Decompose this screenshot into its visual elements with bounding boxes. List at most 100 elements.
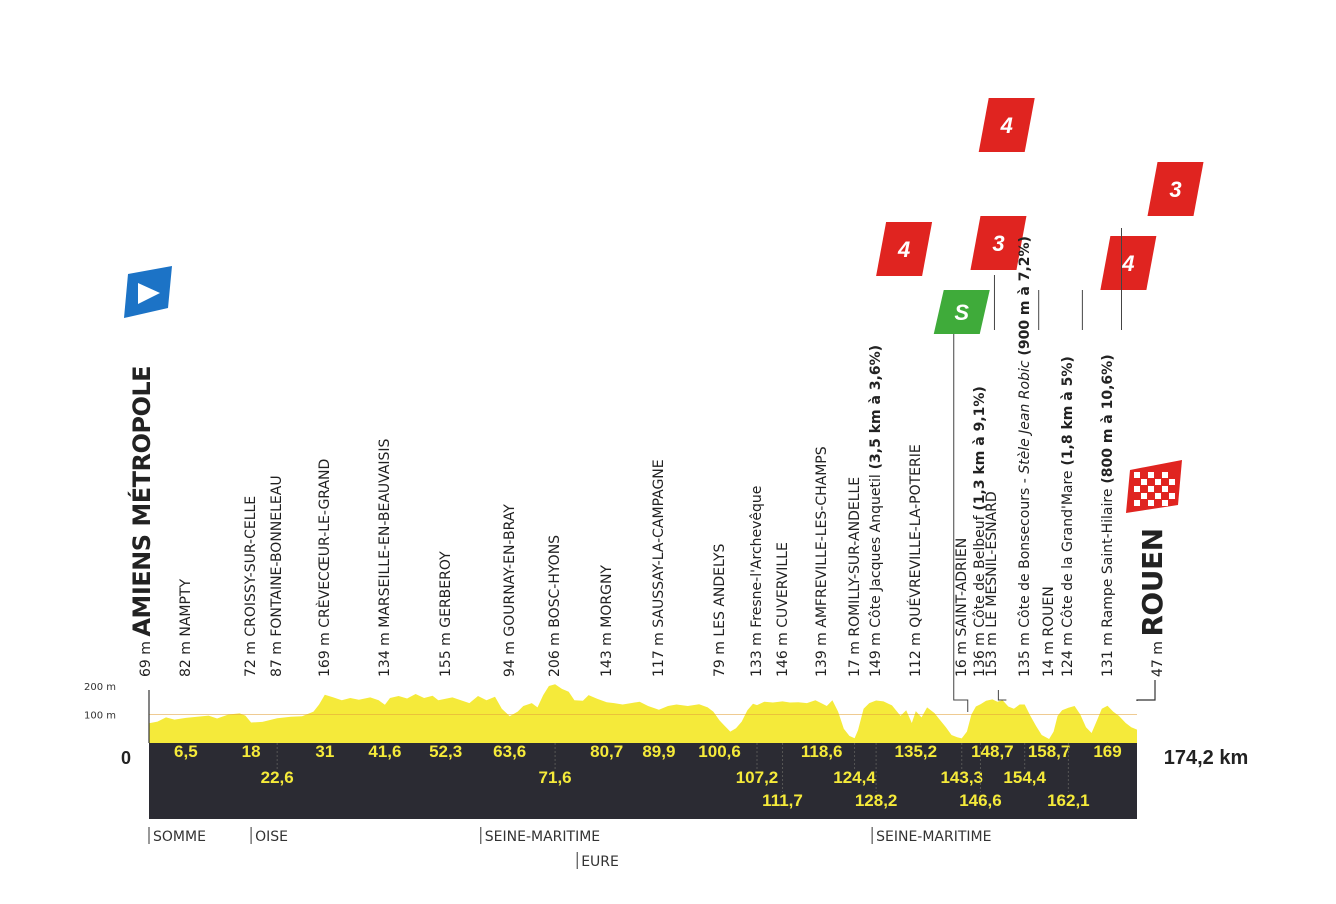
waypoint-label: 139 m AMFREVILLE-LES-CHAMPS	[814, 446, 830, 677]
finish-city-name: ROUEN	[1136, 528, 1169, 637]
finish-city-label: 47 m ROUEN	[1136, 528, 1173, 677]
checker-square	[1162, 486, 1168, 492]
waypoint-km-label: 80,7	[590, 742, 623, 761]
waypoint-label: 134 m MARSEILLE-EN-BEAUVAISIS	[377, 439, 393, 677]
region-label: EURE	[581, 854, 619, 870]
checker-square	[1141, 479, 1147, 485]
waypoint-name: SAUSSAY-LA-CAMPAGNE	[650, 459, 667, 628]
waypoint-km-label: 148,7	[971, 742, 1014, 761]
waypoint-name: QUÉVREVILLE-LA-POTERIE	[907, 444, 924, 628]
waypoint-bracket	[997, 690, 1007, 701]
play-triangle-icon	[138, 283, 160, 304]
climb-category-flag: 4	[978, 98, 1035, 152]
waypoint-name: LE MESNIL-ESNARD	[984, 491, 1001, 628]
waypoint-name: Rampe Saint-Hilaire	[1099, 488, 1116, 628]
waypoint-altitude: 134 m	[376, 627, 393, 677]
waypoint-altitude: 206 m	[547, 627, 564, 677]
scale-label-200: 200 m	[84, 682, 116, 693]
waypoint-climb-detail: (900 m à 7,2%)	[1016, 236, 1033, 361]
waypoint-label: 17 m ROMILLY-SUR-ANDELLE	[847, 477, 863, 677]
waypoint-climb-detail: (1,8 km à 5%)	[1060, 356, 1077, 471]
start-altitude: 69 m	[138, 636, 154, 677]
climb-category-flag-label: 3	[1169, 177, 1181, 202]
waypoint-km-label: 6,5	[174, 742, 198, 761]
waypoint-km-label: 52,3	[429, 742, 462, 761]
climb-category-flag-shape	[978, 98, 1035, 152]
waypoint-altitude: 153 m	[984, 627, 1001, 677]
waypoint-name: FONTAINE-BONNELEAU	[269, 475, 286, 637]
waypoint-altitude: 149 m	[868, 627, 885, 677]
checker-square	[1162, 472, 1168, 478]
waypoint-label: 14 m ROUEN	[1041, 586, 1057, 677]
waypoint-label: 131 m Rampe Saint-Hilaire (800 m à 10,6%…	[1100, 354, 1116, 677]
waypoint-name: CROISSY-SUR-CELLE	[243, 495, 260, 637]
waypoint-altitude: 146 m	[774, 627, 791, 677]
waypoint-altitude: 14 m	[1041, 636, 1058, 677]
waypoint-km-label: 162,1	[1047, 791, 1090, 810]
total-km-label: 174,2 km	[1164, 747, 1249, 769]
checker-square	[1134, 472, 1140, 478]
checker-square	[1141, 493, 1147, 499]
waypoint-km-label: 154,4	[1003, 768, 1046, 787]
checker-square	[1162, 500, 1168, 506]
waypoint-name: AMFREVILLE-LES-CHAMPS	[813, 446, 830, 628]
waypoint-km-label: 111,7	[762, 791, 803, 810]
waypoint-altitude: 72 m	[243, 636, 260, 677]
waypoint-name: CUVERVILLE	[774, 542, 791, 628]
waypoint-km-label: 124,4	[833, 768, 876, 787]
waypoint-label: 153 m LE MESNIL-ESNARD	[984, 491, 1000, 677]
region-label: OISE	[255, 829, 288, 845]
waypoint-name: Côte Jacques Anquetil	[868, 474, 885, 628]
waypoint-altitude: 112 m	[907, 627, 924, 677]
waypoint-km-label: 71,6	[539, 768, 572, 787]
waypoint-altitude: 82 m	[177, 636, 194, 677]
waypoint-label: 169 m CRÈVECŒUR-LE-GRAND	[317, 459, 333, 677]
waypoint-km-label: 146,6	[959, 791, 1002, 810]
waypoint-km-label: 128,2	[855, 791, 898, 810]
climb-category-flag: 3	[1147, 162, 1204, 216]
waypoint-km-label: 169	[1093, 742, 1121, 761]
checker-square	[1169, 493, 1175, 499]
waypoint-name: GOURNAY-EN-BRAY	[501, 504, 518, 637]
waypoint-km-label: 63,6	[493, 742, 526, 761]
checker-square	[1148, 486, 1154, 492]
waypoint-altitude: 87 m	[269, 636, 286, 677]
waypoint-name: SAINT-ADRIEN	[953, 537, 970, 637]
waypoint-name: ROMILLY-SUR-ANDELLE	[846, 476, 863, 637]
sprint-flag-label: S	[954, 300, 969, 325]
distance-band	[149, 743, 1137, 819]
waypoint-altitude: 17 m	[846, 636, 863, 677]
waypoint-km-label: 107,2	[736, 768, 779, 787]
checker-square	[1169, 479, 1175, 485]
waypoint-label: 135 m Côte de Bonsecours - Stèle Jean Ro…	[1017, 236, 1033, 677]
climb-category-flag-shape	[1147, 162, 1204, 216]
climb-category-flag-label: 4	[897, 237, 910, 262]
waypoint-label: 94 m GOURNAY-EN-BRAY	[502, 504, 518, 677]
region-label: SOMME	[153, 829, 206, 845]
waypoint-altitude: 124 m	[1060, 627, 1077, 677]
waypoint-km-label: 18	[242, 742, 261, 761]
sprint-flag: S	[933, 290, 990, 334]
waypoint-label: 206 m BOSC-HYONS	[547, 535, 563, 677]
climb-category-flag-label: 4	[1121, 251, 1134, 276]
start-km-label: 0	[121, 748, 131, 768]
waypoint-label: 82 m NAMPTY	[178, 579, 194, 677]
scale-label-100: 100 m	[84, 711, 116, 722]
waypoint-altitude: 139 m	[813, 627, 830, 677]
waypoint-km-label: 135,2	[895, 742, 938, 761]
waypoint-name: Côte de la Grand'Mare	[1060, 470, 1077, 628]
waypoint-name: CRÈVECŒUR-LE-GRAND	[316, 458, 333, 628]
waypoint-km-label: 89,9	[642, 742, 675, 761]
waypoint-label: 124 m Côte de la Grand'Mare (1,8 km à 5%…	[1060, 356, 1076, 677]
waypoint-altitude: 169 m	[316, 627, 333, 677]
waypoint-label: 146 m CUVERVILLE	[775, 542, 791, 677]
waypoint-name: BOSC-HYONS	[547, 534, 564, 628]
start-city-label: 69 m AMIENS MÉTROPOLE	[128, 366, 159, 677]
waypoint-km-label: 143,3	[940, 768, 983, 787]
waypoint-name: ROUEN	[1041, 586, 1058, 637]
climb-category-flag-label: 3	[992, 231, 1004, 256]
waypoint-altitude: 94 m	[501, 636, 518, 677]
waypoint-label: 72 m CROISSY-SUR-CELLE	[243, 496, 259, 677]
